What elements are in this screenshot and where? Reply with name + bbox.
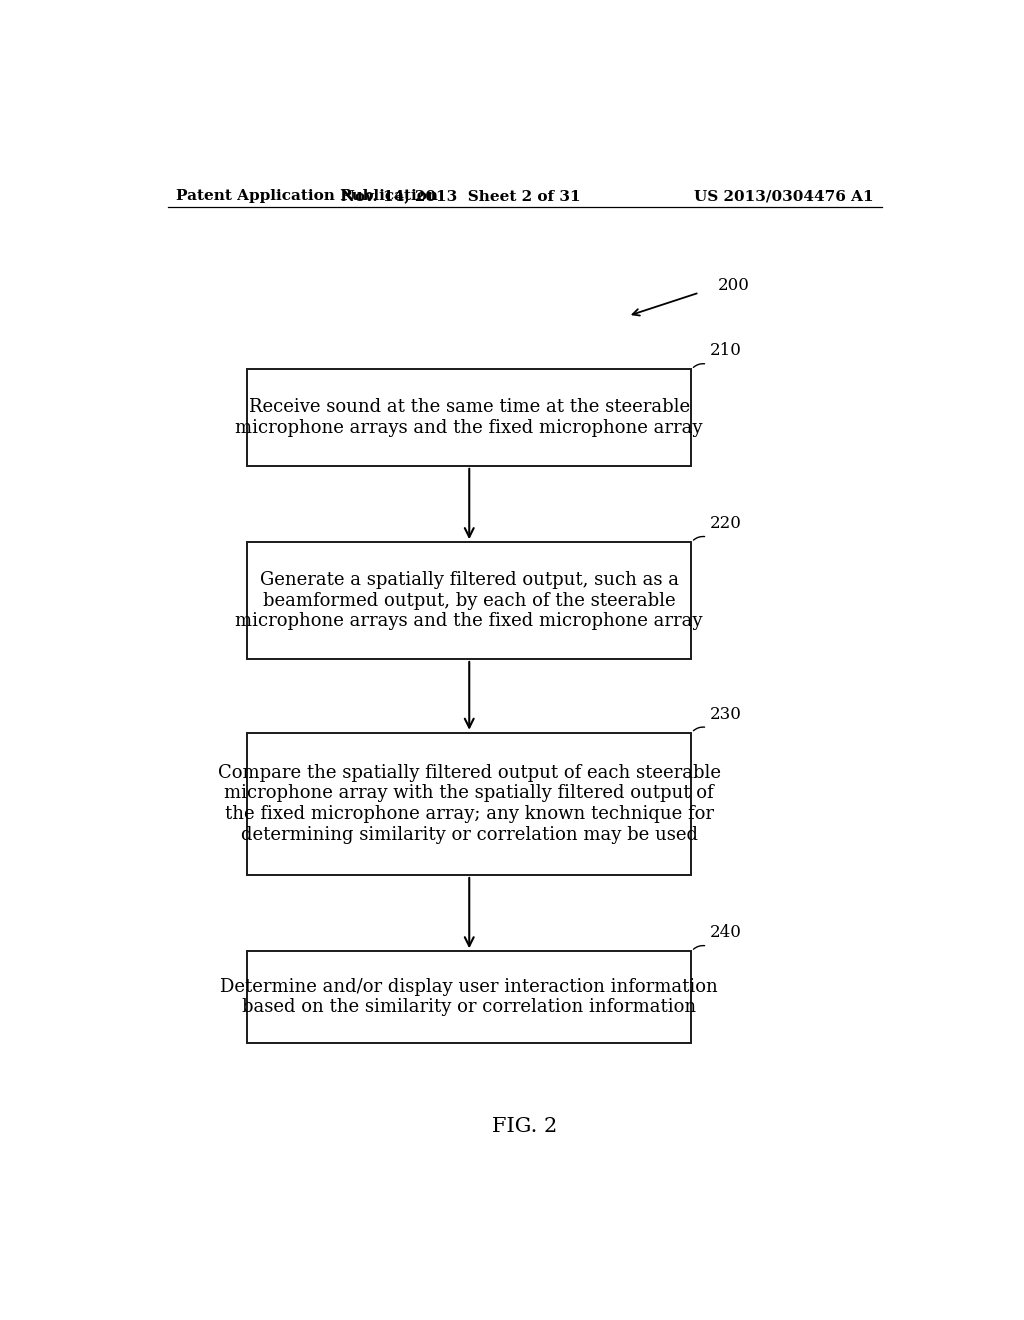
Bar <box>247 733 691 875</box>
Text: 200: 200 <box>718 277 750 294</box>
Bar <box>247 543 691 659</box>
Text: US 2013/0304476 A1: US 2013/0304476 A1 <box>694 189 873 203</box>
Text: 210: 210 <box>710 342 741 359</box>
Text: Determine and/or display user interaction information
based on the similarity or: Determine and/or display user interactio… <box>220 978 718 1016</box>
Text: Receive sound at the same time at the steerable
microphone arrays and the fixed : Receive sound at the same time at the st… <box>236 399 703 437</box>
Text: Patent Application Publication: Patent Application Publication <box>176 189 437 203</box>
Text: FIG. 2: FIG. 2 <box>493 1117 557 1135</box>
Text: Nov. 14, 2013  Sheet 2 of 31: Nov. 14, 2013 Sheet 2 of 31 <box>341 189 582 203</box>
Bar <box>247 370 691 466</box>
Text: 220: 220 <box>710 515 741 532</box>
Text: 230: 230 <box>710 705 741 722</box>
Bar <box>247 952 691 1043</box>
Text: Compare the spatially filtered output of each steerable
microphone array with th: Compare the spatially filtered output of… <box>218 763 721 843</box>
Text: Generate a spatially filtered output, such as a
beamformed output, by each of th: Generate a spatially filtered output, su… <box>236 570 703 631</box>
Text: 240: 240 <box>710 924 741 941</box>
